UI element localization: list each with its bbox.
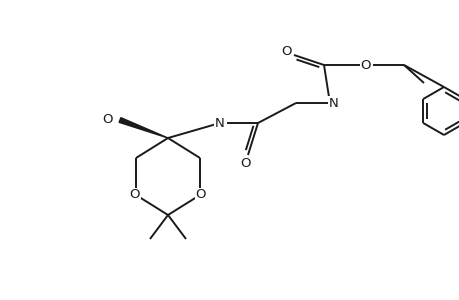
- Text: O: O: [102, 112, 113, 125]
- Text: N: N: [328, 97, 338, 110]
- Text: O: O: [129, 188, 140, 202]
- Text: O: O: [360, 58, 370, 71]
- Text: N: N: [215, 116, 224, 130]
- Text: O: O: [281, 44, 291, 58]
- Text: O: O: [240, 157, 251, 169]
- Polygon shape: [119, 118, 168, 138]
- Text: O: O: [196, 188, 206, 202]
